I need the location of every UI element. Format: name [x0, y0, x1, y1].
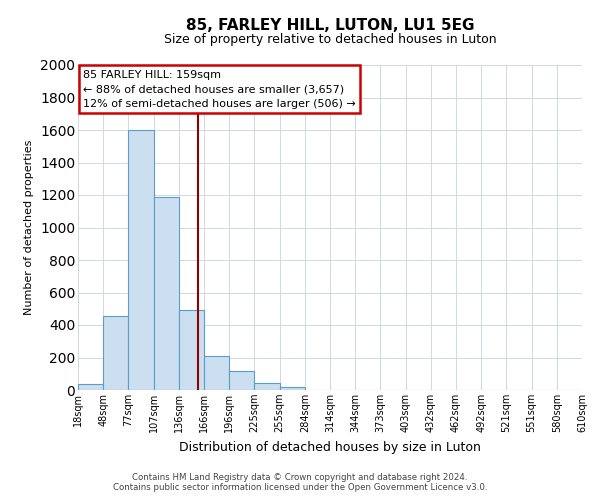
Text: Contains HM Land Registry data © Crown copyright and database right 2024.: Contains HM Land Registry data © Crown c…	[132, 474, 468, 482]
Bar	[128, 130, 154, 390]
Bar	[179, 310, 204, 390]
Bar	[78, 384, 103, 390]
Bar	[154, 196, 179, 390]
Text: Contains public sector information licensed under the Open Government Licence v3: Contains public sector information licen…	[113, 484, 487, 492]
Bar	[254, 382, 280, 390]
Bar	[229, 370, 254, 390]
Y-axis label: Number of detached properties: Number of detached properties	[25, 140, 34, 315]
Text: Size of property relative to detached houses in Luton: Size of property relative to detached ho…	[164, 32, 496, 46]
X-axis label: Distribution of detached houses by size in Luton: Distribution of detached houses by size …	[179, 440, 481, 454]
Text: 85 FARLEY HILL: 159sqm
← 88% of detached houses are smaller (3,657)
12% of semi-: 85 FARLEY HILL: 159sqm ← 88% of detached…	[83, 70, 356, 108]
Text: 85, FARLEY HILL, LUTON, LU1 5EG: 85, FARLEY HILL, LUTON, LU1 5EG	[186, 18, 474, 32]
Bar	[280, 387, 305, 390]
Bar	[204, 356, 229, 390]
Bar	[103, 316, 128, 390]
